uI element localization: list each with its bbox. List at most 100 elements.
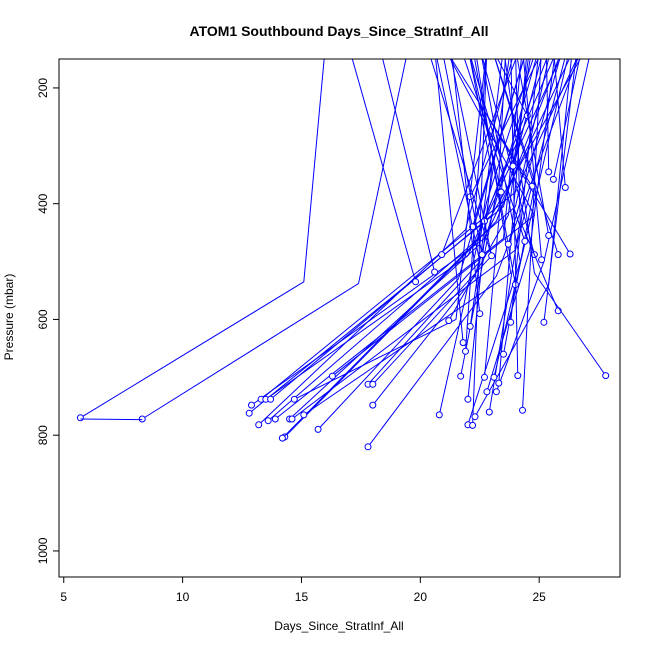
series-line-3 [317, 59, 525, 430]
chart-title: ATOM1 Southbound Days_Since_StratInf_All [190, 23, 489, 39]
x-tick-label-1: 10 [176, 590, 190, 604]
data-point-24 [431, 268, 439, 276]
data-point-54 [538, 256, 546, 264]
series-line-56 [516, 59, 550, 236]
data-point-44 [495, 379, 503, 387]
data-point-67 [509, 162, 517, 170]
data-point-13 [271, 415, 279, 423]
series-line-29 [435, 59, 464, 343]
series-line-50 [464, 59, 526, 242]
y-tick-label-3: 800 [36, 425, 50, 445]
data-point-66 [497, 188, 505, 196]
data-point-12 [264, 417, 272, 425]
y-axis-label: Pressure (mbar) [2, 274, 16, 361]
data-point-8 [248, 401, 255, 409]
data-point-39 [481, 373, 488, 381]
plot-frame [58, 58, 621, 578]
series-line-15 [291, 59, 566, 420]
data-point-48 [514, 372, 522, 380]
series-line-66 [470, 59, 502, 193]
series-line-51 [497, 59, 528, 116]
data-point-23 [412, 278, 420, 286]
data-point-49 [519, 406, 526, 414]
series-line-1 [141, 59, 407, 420]
series-line-23 [351, 59, 417, 282]
series-line-25 [441, 59, 517, 255]
data-point-45 [500, 350, 507, 358]
data-point-16 [290, 395, 298, 403]
series-line-17 [303, 59, 512, 416]
series-line-65 [450, 59, 493, 256]
series-line-69 [507, 59, 561, 245]
series-line-5 [282, 59, 559, 439]
data-point-41 [485, 408, 493, 416]
data-point-43 [492, 388, 500, 396]
x-tick-label-3: 20 [414, 590, 428, 604]
series-line-48 [510, 59, 519, 376]
data-point-38 [476, 310, 484, 318]
data-point-27 [445, 317, 453, 325]
data-point-31 [464, 395, 472, 403]
data-point-17 [300, 411, 308, 419]
data-point-61 [561, 184, 569, 191]
data-point-1 [138, 415, 146, 423]
data-point-7 [245, 409, 253, 417]
series-line-16 [294, 59, 487, 400]
data-layer [76, 59, 610, 451]
data-point-11 [267, 395, 275, 403]
data-point-28 [457, 372, 465, 380]
series-line-67 [512, 59, 531, 167]
series-line-49 [522, 59, 542, 411]
series-line-24 [382, 59, 436, 273]
data-point-6 [255, 421, 263, 429]
series-line-60 [494, 59, 559, 255]
data-point-46 [507, 318, 515, 326]
x-tick-label-4: 25 [532, 590, 546, 604]
data-point-65 [488, 252, 496, 260]
data-point-68 [478, 251, 486, 259]
series-line-58 [552, 59, 580, 180]
data-point-29 [459, 339, 467, 347]
series-line-30 [465, 59, 487, 352]
data-point-57 [545, 168, 553, 176]
series-line-57 [546, 59, 550, 172]
data-point-3 [314, 425, 322, 433]
data-point-25 [438, 251, 446, 259]
series-line-21 [367, 59, 579, 448]
data-point-20 [369, 380, 377, 388]
series-line-34 [469, 59, 510, 327]
data-point-30 [462, 347, 469, 355]
data-point-50 [521, 237, 529, 245]
series-line-0 [80, 59, 325, 419]
series-line-62 [484, 110, 571, 255]
series-line-38 [451, 59, 481, 314]
y-tick-label-0: 200 [36, 78, 50, 98]
data-point-22 [369, 401, 377, 409]
data-point-42 [490, 373, 498, 381]
series-line-8 [251, 59, 570, 406]
data-point-60 [554, 251, 562, 259]
series-line-42 [493, 59, 568, 378]
series-line-68 [443, 59, 483, 255]
data-point-15 [288, 415, 296, 423]
y-tick-label-2: 600 [36, 309, 50, 329]
series-line-6 [258, 59, 513, 426]
series-line-63 [504, 59, 607, 376]
series-line-37 [469, 59, 539, 197]
series-line-54 [523, 59, 543, 260]
series-line-2 [80, 418, 143, 421]
x-tick-label-0: 5 [60, 590, 67, 604]
y-tick-label-4: 1000 [36, 537, 50, 564]
x-tick-label-2: 15 [295, 590, 309, 604]
data-point-18 [328, 372, 336, 380]
axes-layer: 5 10 15 20 25 200 400 600 800 1000 [36, 78, 546, 604]
data-point-58 [549, 175, 557, 183]
series-line-31 [467, 59, 493, 400]
data-point-40 [483, 388, 491, 396]
series-line-53 [482, 59, 535, 255]
data-point-55 [540, 318, 548, 326]
data-point-5 [278, 434, 286, 442]
data-point-36 [471, 413, 479, 421]
series-line-7 [248, 59, 542, 414]
